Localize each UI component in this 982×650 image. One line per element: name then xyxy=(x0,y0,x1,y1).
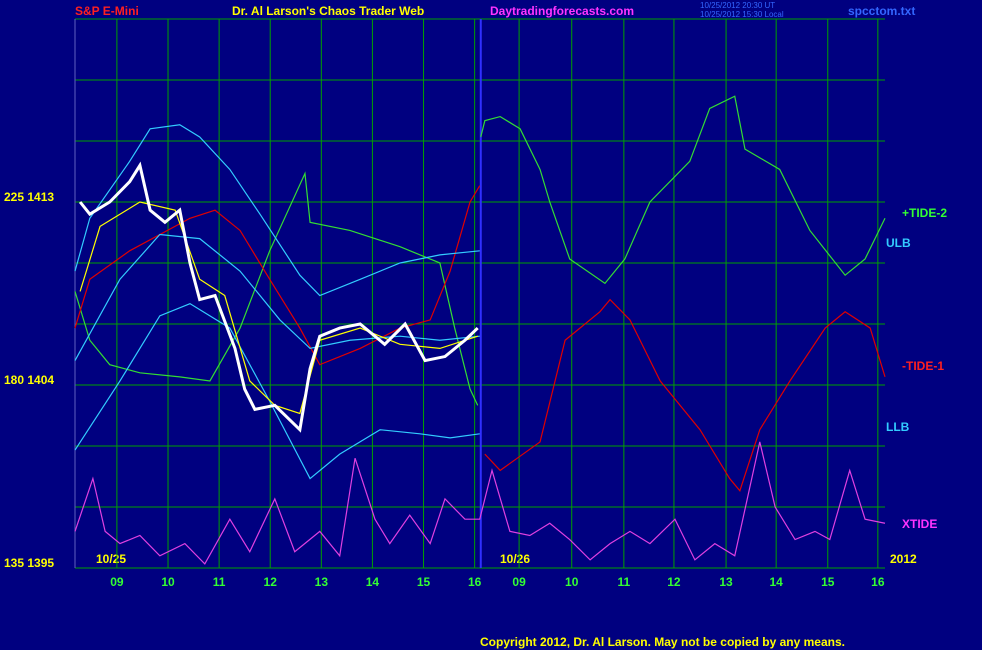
y-tick-label: 180 1404 xyxy=(4,373,54,387)
x-tick-label: 15 xyxy=(417,575,431,589)
x-tick-label: 10 xyxy=(161,575,175,589)
legend-label: LLB xyxy=(886,420,910,434)
legend-label: +TIDE-2 xyxy=(902,206,947,220)
series-line xyxy=(484,298,886,492)
day-label: 10/26 xyxy=(500,552,530,566)
x-tick-label: 15 xyxy=(821,575,835,589)
series-line xyxy=(78,161,479,433)
x-tick-label: 13 xyxy=(719,575,733,589)
x-tick-label: 14 xyxy=(769,575,783,589)
time-local: 10/25/2012 15:30 Local xyxy=(700,10,784,19)
day-label: 10/25 xyxy=(96,552,126,566)
chart-title: Dr. Al Larson's Chaos Trader Web xyxy=(232,4,424,18)
copyright: Copyright 2012, Dr. Al Larson. May not b… xyxy=(480,635,845,649)
file-name: spcctom.txt xyxy=(848,4,915,18)
x-tick-label: 16 xyxy=(468,575,482,589)
series-line xyxy=(74,302,480,480)
year-label: 2012 xyxy=(890,552,917,566)
series-line xyxy=(79,201,478,415)
series-line xyxy=(480,95,886,285)
legend-label: -TIDE-1 xyxy=(902,359,944,373)
series-line xyxy=(74,124,480,297)
x-tick-label: 12 xyxy=(667,575,681,589)
x-tick-label: 09 xyxy=(110,575,124,589)
x-tick-label: 14 xyxy=(366,575,380,589)
x-tick-label: 11 xyxy=(213,575,226,589)
series-line xyxy=(74,185,481,366)
x-tick-label: 16 xyxy=(871,575,885,589)
series-line xyxy=(74,171,479,406)
x-tick-label: 10 xyxy=(565,575,579,589)
y-tick-label: 135 1395 xyxy=(4,556,54,570)
legend-label: XTIDE xyxy=(902,517,937,531)
x-tick-label: 11 xyxy=(618,575,631,589)
y-tick-label: 225 1413 xyxy=(4,190,54,204)
time-ut: 10/25/2012 20:30 UT xyxy=(700,1,775,10)
instrument: S&P E-Mini xyxy=(75,4,139,18)
x-tick-label: 13 xyxy=(315,575,329,589)
x-tick-label: 09 xyxy=(512,575,526,589)
legend-label: ULB xyxy=(886,236,911,250)
x-tick-label: 12 xyxy=(264,575,278,589)
site: Daytradingforecasts.com xyxy=(490,4,634,18)
series-line xyxy=(74,441,886,565)
